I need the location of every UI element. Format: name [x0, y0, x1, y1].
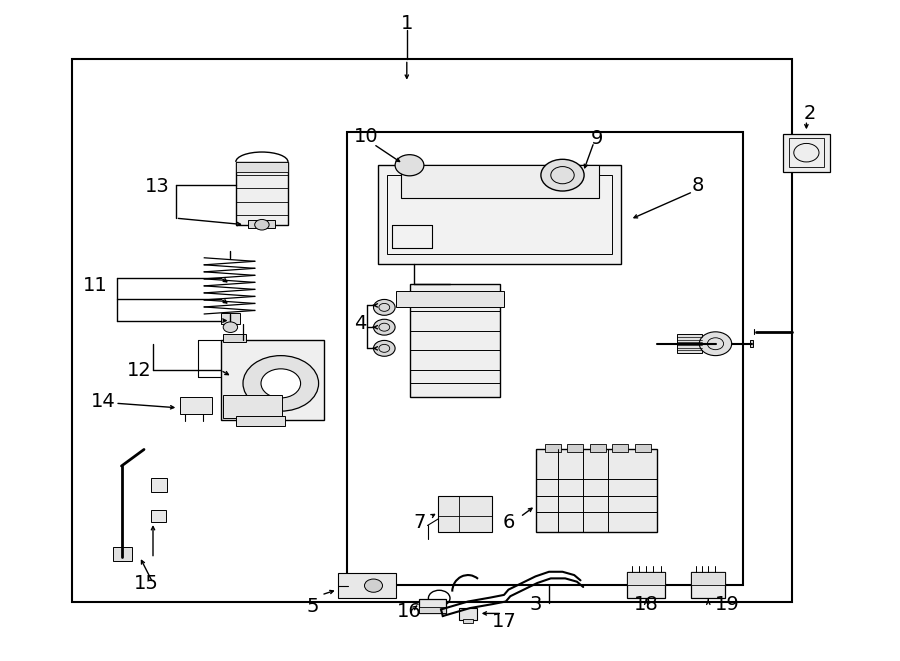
- Bar: [236, 416, 285, 426]
- Bar: [112, 547, 132, 561]
- Bar: [536, 449, 657, 532]
- Text: 17: 17: [491, 612, 517, 631]
- Circle shape: [243, 356, 319, 411]
- Bar: [418, 599, 446, 613]
- Bar: [627, 572, 665, 585]
- Text: 18: 18: [634, 596, 659, 614]
- Circle shape: [223, 322, 238, 332]
- Text: 14: 14: [91, 393, 116, 411]
- Text: 5: 5: [306, 598, 319, 616]
- Text: 16: 16: [397, 602, 422, 621]
- Text: 12: 12: [127, 361, 152, 379]
- Bar: [338, 573, 396, 598]
- Text: 6: 6: [502, 513, 515, 531]
- Bar: [567, 444, 583, 452]
- Text: 3: 3: [529, 596, 542, 614]
- Circle shape: [364, 579, 382, 592]
- Bar: [387, 175, 612, 254]
- Bar: [346, 132, 742, 585]
- Bar: [220, 313, 240, 324]
- Bar: [151, 510, 166, 522]
- Bar: [223, 395, 282, 418]
- Circle shape: [395, 155, 424, 176]
- Bar: [544, 444, 561, 452]
- Circle shape: [541, 159, 584, 191]
- Bar: [418, 607, 446, 613]
- Bar: [691, 572, 725, 585]
- Text: 15: 15: [134, 574, 159, 592]
- Text: 8: 8: [691, 176, 704, 194]
- Bar: [783, 134, 830, 172]
- Bar: [220, 340, 324, 420]
- Circle shape: [374, 340, 395, 356]
- Bar: [378, 165, 621, 264]
- Bar: [248, 220, 274, 228]
- Bar: [236, 162, 288, 225]
- Bar: [236, 162, 288, 172]
- Bar: [627, 572, 665, 598]
- Circle shape: [374, 319, 395, 335]
- Bar: [459, 608, 477, 620]
- Text: 9: 9: [590, 130, 603, 148]
- Circle shape: [699, 332, 732, 356]
- Bar: [180, 397, 211, 414]
- Circle shape: [261, 369, 301, 398]
- Bar: [410, 284, 500, 397]
- Bar: [612, 444, 628, 452]
- Bar: [463, 619, 473, 623]
- Bar: [400, 165, 598, 198]
- Bar: [691, 572, 725, 598]
- Circle shape: [374, 299, 395, 315]
- Bar: [396, 291, 504, 307]
- Text: 2: 2: [804, 104, 816, 123]
- Circle shape: [255, 219, 269, 230]
- Text: 10: 10: [354, 128, 379, 146]
- Bar: [438, 496, 492, 532]
- Bar: [151, 478, 167, 492]
- Text: 11: 11: [83, 276, 108, 295]
- Bar: [677, 334, 702, 353]
- Text: 13: 13: [145, 177, 170, 196]
- Bar: [634, 444, 651, 452]
- Bar: [789, 138, 824, 167]
- Bar: [750, 340, 753, 347]
- Text: 1: 1: [400, 14, 413, 32]
- Text: 19: 19: [715, 596, 740, 614]
- Bar: [590, 444, 606, 452]
- Text: 4: 4: [354, 315, 366, 333]
- Bar: [72, 59, 792, 602]
- Text: 7: 7: [413, 513, 426, 531]
- Bar: [223, 334, 246, 342]
